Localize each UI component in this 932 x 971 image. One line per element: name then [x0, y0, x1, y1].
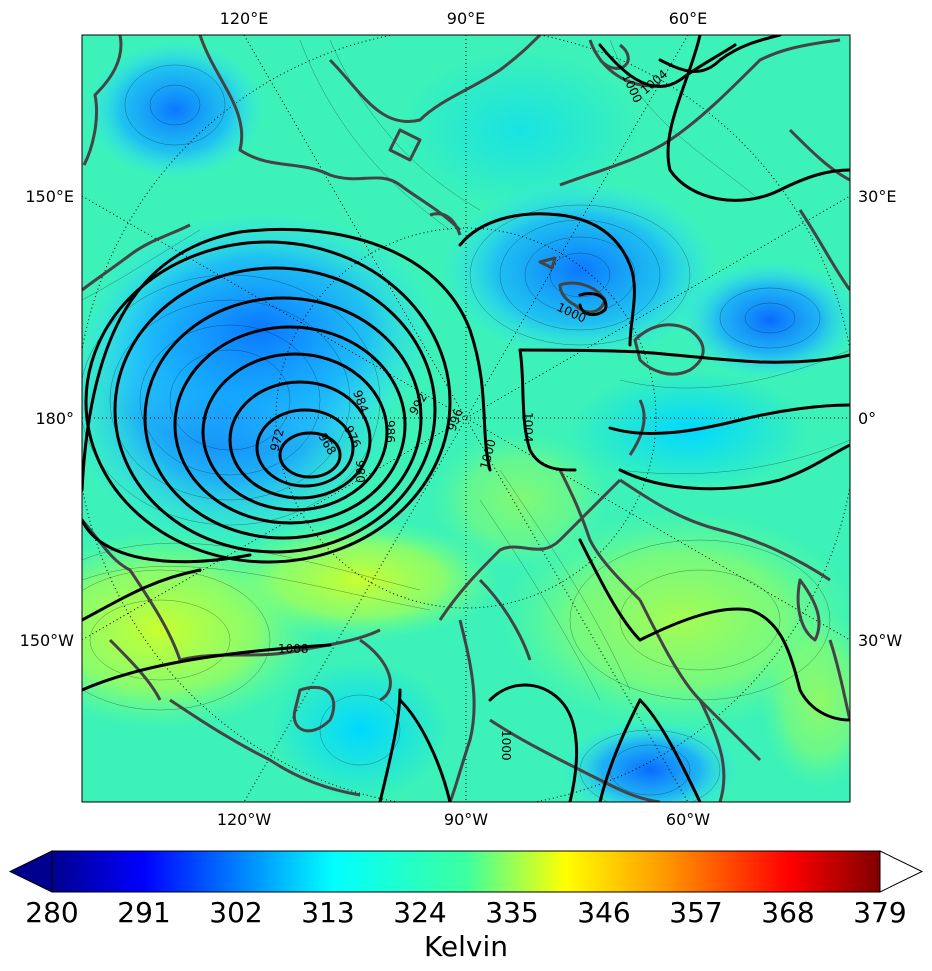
lon-label-top: 90°E: [447, 9, 485, 28]
colorbar-tick-label: 335: [485, 896, 538, 929]
colorbar-extend-low: [8, 850, 53, 893]
lon-label-bottom: 120°W: [217, 810, 272, 829]
isobar-label: 980: [353, 460, 367, 483]
colorbar-tick-label: 368: [761, 896, 814, 929]
isobar-label: 986: [383, 420, 397, 443]
colorbar-tick-label: 357: [669, 896, 722, 929]
colorbar-title: Kelvin: [424, 930, 508, 963]
lon-label-left: 180°: [35, 409, 74, 428]
lon-label-right: 30°E: [858, 187, 896, 206]
isobar-label: 1008: [278, 642, 309, 656]
lon-label-right: 0°: [858, 409, 876, 428]
colorbar-ticks: 280 291 302 313 324 335 346 357 368 379: [25, 896, 906, 929]
colorbar-tick-label: 324: [393, 896, 446, 929]
lon-label-left: 150°E: [25, 187, 74, 206]
lon-label-bottom: 90°W: [444, 810, 488, 829]
colorbar: 280 291 302 313 324 335 346 357 368 379 Kelvin: [8, 850, 924, 963]
colorbar-gradient: [51, 850, 881, 893]
lon-label-top: 60°E: [669, 9, 707, 28]
longitude-labels: 120°E 90°E 60°E 120°W 90°W 60°W 150°E 18…: [20, 9, 903, 829]
lon-label-left: 150°W: [20, 631, 75, 650]
colorbar-tick-label: 379: [853, 896, 906, 929]
lon-label-bottom: 60°W: [666, 810, 710, 829]
lon-label-top: 120°E: [220, 9, 269, 28]
isobar-label: 972: [267, 427, 286, 453]
isobar-label: 1000: [499, 730, 513, 761]
colorbar-tick-label: 313: [301, 896, 354, 929]
lon-label-right: 30°W: [858, 631, 902, 650]
colorbar-tick-label: 291: [117, 896, 170, 929]
isobars: [82, 35, 850, 802]
isobar-label: 1004: [521, 412, 535, 443]
map-frame: [81, 34, 851, 803]
colorbar-tick-label: 302: [209, 896, 262, 929]
colorbar-tick-label: 346: [577, 896, 630, 929]
colorbar-tick-label: 280: [25, 896, 78, 929]
colorbar-extend-high: [879, 850, 924, 893]
